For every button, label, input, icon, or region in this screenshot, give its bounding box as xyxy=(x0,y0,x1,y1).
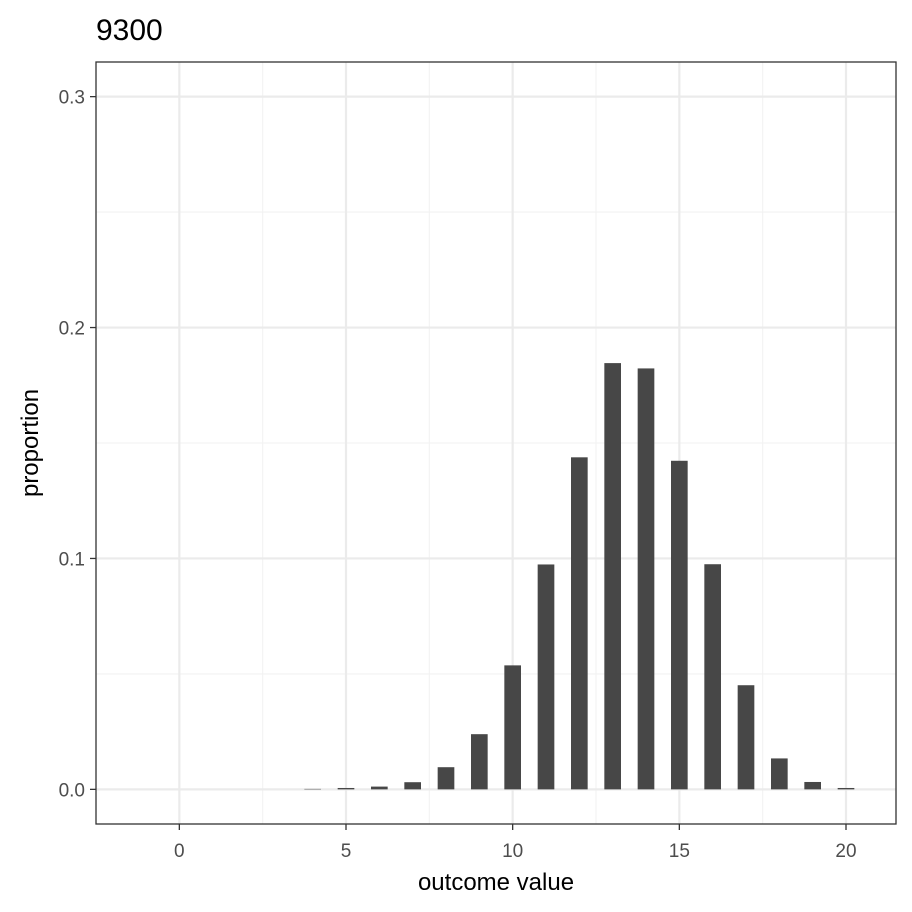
bar-5 xyxy=(337,787,355,790)
x-tick-label: 0 xyxy=(174,841,185,862)
bar-7 xyxy=(404,782,421,790)
bars xyxy=(304,363,855,790)
panel-border xyxy=(95,61,897,825)
chart-title: 9300 xyxy=(96,14,163,47)
bar-11 xyxy=(537,564,555,790)
bar-6 xyxy=(371,786,388,790)
y-tick-label: 0.1 xyxy=(59,549,85,570)
y-tick-label: 0.2 xyxy=(59,319,85,340)
y-axis: 0.0 0.1 0.2 0.3 xyxy=(59,88,96,801)
bar-8 xyxy=(437,767,455,790)
x-axis-title: outcome value xyxy=(418,869,574,896)
bar-14 xyxy=(637,368,655,790)
x-tick-label: 10 xyxy=(502,841,523,862)
bar-17 xyxy=(737,685,755,790)
x-tick-label: 15 xyxy=(669,841,690,862)
bar-9 xyxy=(471,734,488,790)
x-axis: 0 5 10 15 20 xyxy=(174,824,857,862)
y-axis-title: proportion xyxy=(17,389,44,497)
y-tick-label: 0.0 xyxy=(59,780,85,801)
x-tick-label: 5 xyxy=(341,841,352,862)
bar-19 xyxy=(804,781,821,790)
bar-20 xyxy=(837,787,855,790)
bar-16 xyxy=(704,564,721,790)
x-tick-label: 20 xyxy=(835,841,856,862)
y-tick-label: 0.3 xyxy=(59,88,85,109)
bar-10 xyxy=(504,665,521,790)
bar-12 xyxy=(571,457,588,790)
bar-15 xyxy=(671,460,688,790)
bar-18 xyxy=(771,758,788,790)
bar-13 xyxy=(604,363,621,790)
